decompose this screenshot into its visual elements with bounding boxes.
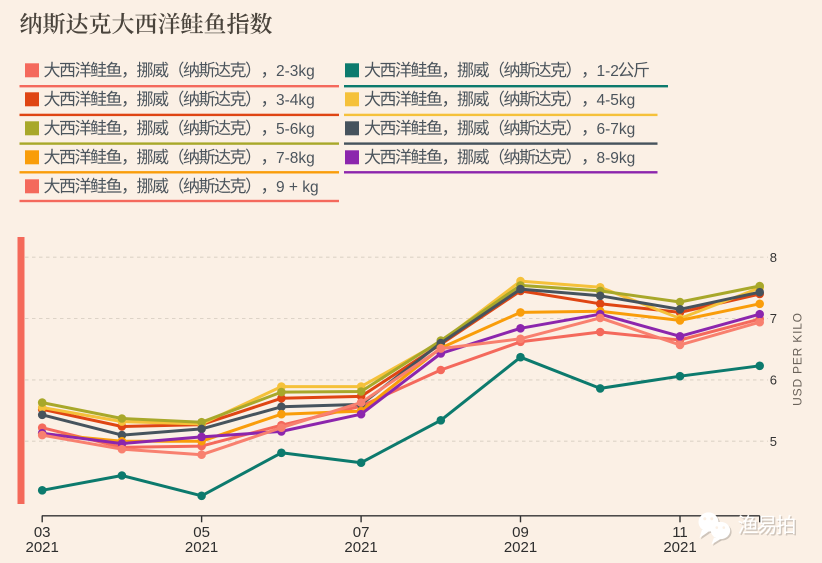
svg-text:03: 03 [34,524,51,541]
svg-text:3-4kg: 3-4kg [276,92,315,109]
svg-text:USD PER KILO: USD PER KILO [791,312,805,406]
svg-text:2021: 2021 [26,539,59,556]
svg-text:09: 09 [512,524,529,541]
svg-text:6-7kg: 6-7kg [597,121,636,138]
svg-text:7: 7 [770,311,777,326]
svg-text:4-5kg: 4-5kg [597,92,636,109]
svg-text:05: 05 [193,524,210,541]
svg-text:2-3kg: 2-3kg [276,63,315,80]
svg-text:7-8kg: 7-8kg [276,150,315,167]
svg-text:9 + kg: 9 + kg [276,179,319,196]
svg-text:2021: 2021 [663,539,696,556]
svg-text:6: 6 [770,373,777,388]
svg-text:2021: 2021 [185,539,218,556]
svg-text:8: 8 [770,250,777,265]
svg-text:2021: 2021 [344,539,377,556]
svg-text:07: 07 [353,524,370,541]
svg-text:2021: 2021 [504,539,537,556]
svg-text:5-6kg: 5-6kg [276,121,315,138]
svg-text:8-9kg: 8-9kg [597,150,636,167]
svg-text:11: 11 [672,524,688,541]
svg-text:1-2: 1-2 [597,63,619,80]
svg-text:5: 5 [770,434,777,449]
